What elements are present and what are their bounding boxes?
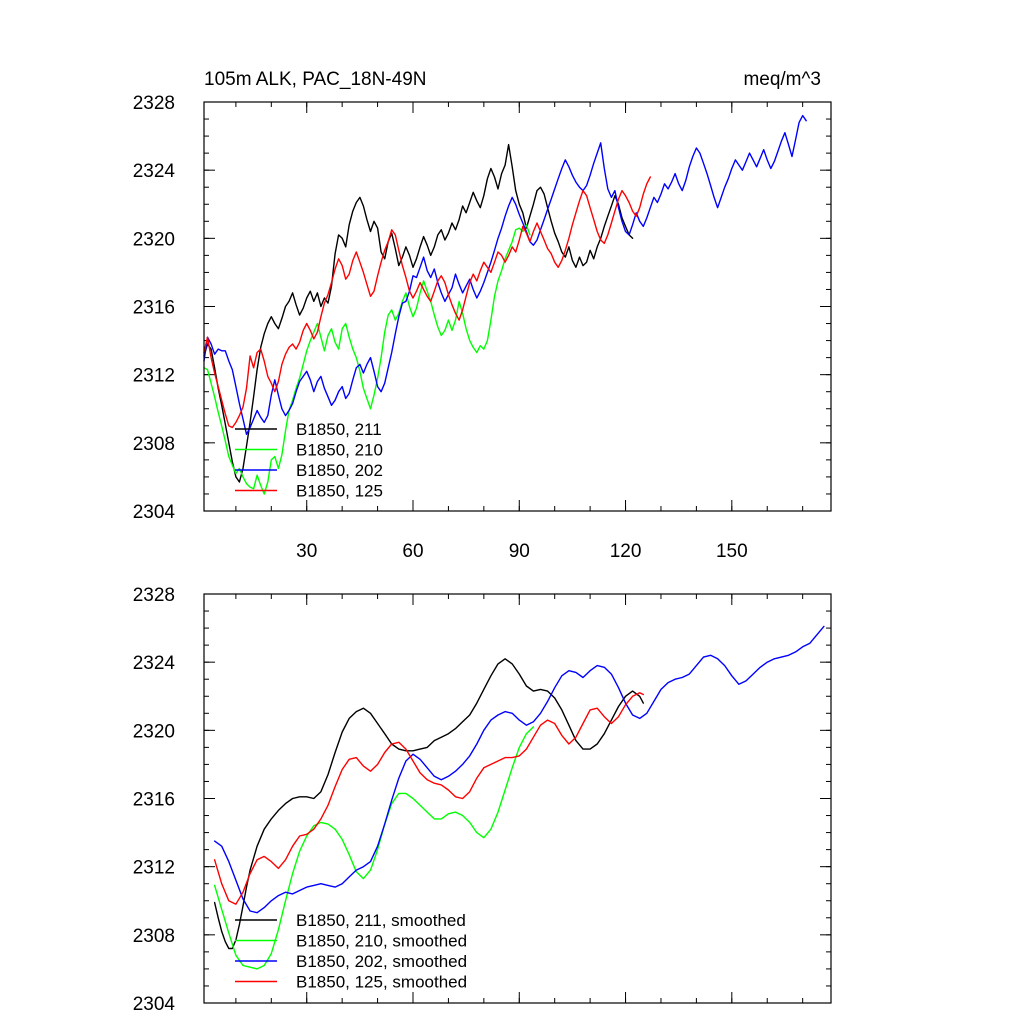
y-tick-label: 2316 xyxy=(133,790,175,811)
y-tick-label: 2320 xyxy=(133,229,175,250)
y-tick-label: 2324 xyxy=(133,653,176,674)
legend-label: B1850, 202, smoothed xyxy=(296,952,467,971)
series-line-1-0 xyxy=(213,658,644,950)
plot-frame xyxy=(203,101,832,512)
series-line-1-2 xyxy=(213,625,825,914)
y-tick-label: 2304 xyxy=(133,994,176,1015)
x-tick-label: 120 xyxy=(610,541,642,562)
y-tick-label: 2308 xyxy=(133,434,175,455)
legend-label: B1850, 210, smoothed xyxy=(296,932,467,951)
series-line-1-1 xyxy=(213,726,535,970)
series-line-0-0 xyxy=(203,143,634,483)
panel-smoothed: 2304 2308 2312 2316 2320 2324 2328 B1850, 211, … xyxy=(133,585,832,1015)
y-tick-label: 2312 xyxy=(133,858,175,879)
legend-label: B1850, 125, smoothed xyxy=(296,973,467,992)
x-tick-label: 90 xyxy=(509,541,530,562)
x-tick-label: 30 xyxy=(296,541,317,562)
y-tick-label: 2304 xyxy=(133,502,176,523)
legend-label: B1850, 125 xyxy=(296,482,383,501)
series-line-1-3 xyxy=(213,692,644,905)
y-tick-label: 2312 xyxy=(133,366,175,387)
series-line-0-3 xyxy=(203,176,651,429)
legend-label: B1850, 211 xyxy=(296,420,382,439)
x-tick-label: 150 xyxy=(716,541,748,562)
chart-title: 105m ALK, PAC_18N-49N xyxy=(204,69,427,90)
y-tick-label: 2320 xyxy=(133,721,175,742)
series-line-0-1 xyxy=(203,223,531,495)
series-line-0-2 xyxy=(203,114,807,435)
legend-label: B1850, 210 xyxy=(296,441,383,460)
legend-label: B1850, 202 xyxy=(296,461,383,480)
y-tick-label: 2324 xyxy=(133,161,176,182)
y-tick-label: 2328 xyxy=(133,585,175,606)
y-tick-label: 2328 xyxy=(133,93,175,114)
y-tick-label: 2308 xyxy=(133,926,175,947)
legend-label: B1850, 211, smoothed xyxy=(296,911,466,930)
panel-raw: 105m ALK, PAC_18N-49N meq/m^3 2304 2308 2312… xyxy=(133,69,832,562)
units-label: meq/m^3 xyxy=(743,69,821,90)
plot-frame xyxy=(203,593,832,1004)
y-tick-label: 2316 xyxy=(133,298,175,319)
x-tick-label: 60 xyxy=(402,541,423,562)
